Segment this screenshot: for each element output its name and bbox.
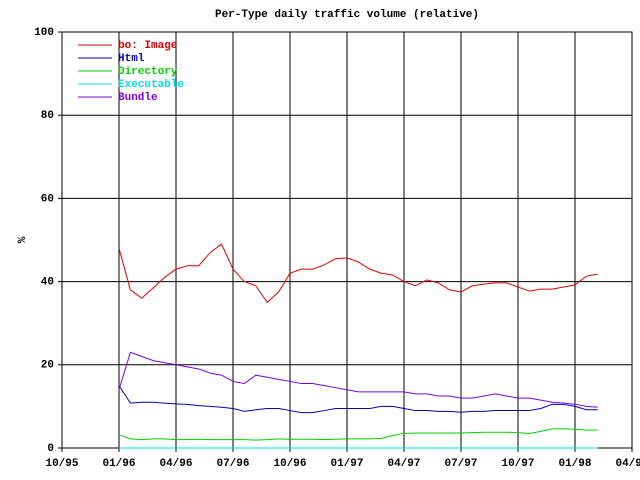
legend-label: Bundle: [118, 92, 158, 104]
x-tick-label: 10/95: [45, 458, 78, 470]
y-tick-label: 100: [34, 27, 54, 39]
x-tick-label: 01/97: [330, 458, 363, 470]
x-tick-label: 10/96: [273, 458, 306, 470]
series-line: [118, 243, 598, 304]
chart-title: Per-Type daily traffic volume (relative): [215, 9, 479, 21]
series-line: [118, 351, 598, 408]
y-tick-label: 40: [41, 277, 54, 289]
y-tick-label: 60: [41, 193, 54, 205]
x-tick-label: 07/97: [444, 458, 477, 470]
x-tick-label: 04/96: [159, 458, 192, 470]
y-axis-label: %: [17, 236, 29, 243]
x-tick-label: 01/98: [558, 458, 591, 470]
x-tick-label: 10/97: [501, 458, 534, 470]
series-line: [118, 385, 598, 414]
x-tick-label: 04/97: [387, 458, 420, 470]
series-line: [118, 428, 598, 441]
legend-label: Html: [118, 53, 145, 65]
y-tick-label: 80: [41, 110, 54, 122]
y-tick-label: 0: [47, 443, 54, 455]
x-tick-label: 04/98: [615, 458, 640, 470]
legend-label: Directory: [118, 66, 178, 78]
y-tick-label: 20: [41, 360, 54, 372]
x-tick-label: 07/96: [216, 458, 249, 470]
legend-label: bo: Image: [118, 40, 178, 52]
legend-label: Executable: [118, 79, 184, 91]
x-tick-label: 01/96: [102, 458, 135, 470]
